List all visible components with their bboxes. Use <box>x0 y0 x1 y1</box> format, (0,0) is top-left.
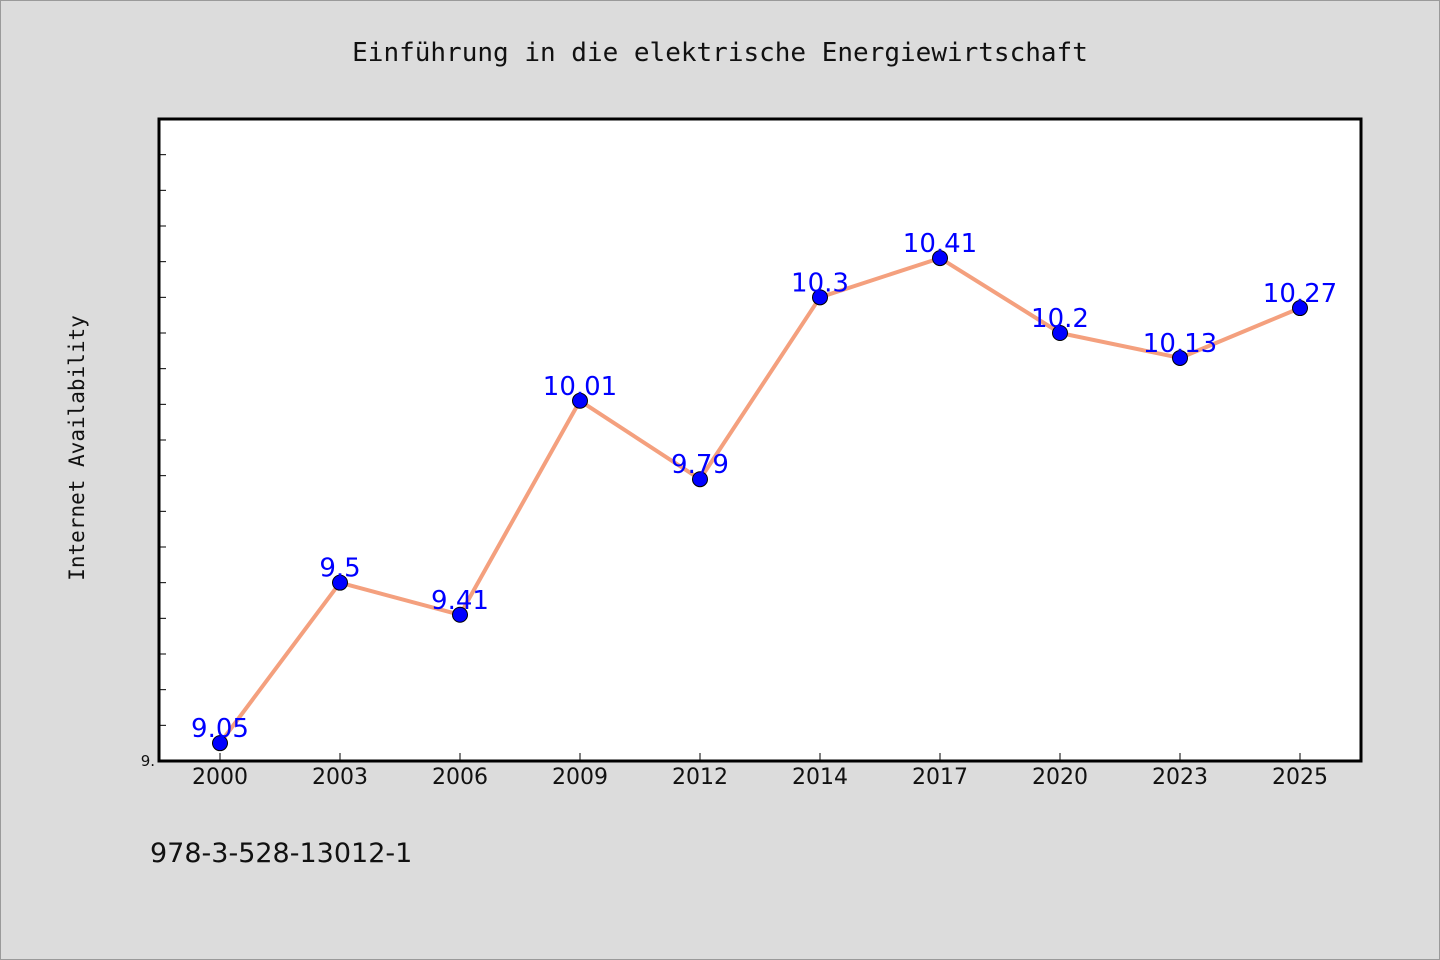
x-tick-label: 2000 <box>192 765 248 790</box>
data-point <box>1052 325 1068 341</box>
x-tick-label: 2003 <box>312 765 368 790</box>
y-axis-ticks: 9. <box>141 154 166 770</box>
data-point <box>932 250 948 267</box>
x-tick-label: 2017 <box>912 765 968 790</box>
data-label: 10.2 <box>1031 304 1089 334</box>
data-point <box>1292 300 1308 317</box>
data-label: 9.41 <box>431 586 489 616</box>
x-tick-label: 2023 <box>1152 765 1208 790</box>
y-axis-label: Internet Availability <box>65 315 89 581</box>
plot-area <box>157 117 1363 763</box>
data-label: 10.01 <box>543 372 617 402</box>
data-label: 10.27 <box>1263 279 1337 309</box>
x-tick-label: 2025 <box>1272 765 1328 790</box>
data-label: 9.5 <box>319 554 360 584</box>
data-point <box>212 735 228 752</box>
x-tick-label: 2020 <box>1032 765 1088 790</box>
x-tick-label: 2014 <box>792 765 848 790</box>
x-axis: 2000 2003 2006 2009 2012 2014 2017 2020 2023 2025 <box>192 753 1328 790</box>
x-tick-label: 2006 <box>432 765 488 790</box>
data-label: 9.05 <box>191 714 249 744</box>
data-label: 10.41 <box>903 229 977 259</box>
series-line <box>218 256 1301 745</box>
x-tick-label: 2009 <box>552 765 608 790</box>
y-tick-label: 9. <box>141 752 155 770</box>
data-label: 10.3 <box>791 268 849 298</box>
data-label: 9.79 <box>671 450 729 480</box>
series-line-group: 9.05 9.5 9.41 10.01 9.79 10.3 10.41 10.2 10.13 10… <box>191 229 1337 752</box>
chart-title: Einführung in die elektrische Energiewir… <box>352 38 1088 68</box>
data-label: 10.13 <box>1143 329 1217 359</box>
data-point <box>452 606 468 623</box>
data-point <box>572 392 588 409</box>
data-point <box>692 471 708 488</box>
x-tick-label: 2012 <box>672 765 728 790</box>
data-point <box>1172 349 1188 366</box>
isbn-footnote: 978-3-528-13012-1 <box>150 838 412 869</box>
data-point <box>812 289 828 306</box>
data-point <box>332 574 348 591</box>
